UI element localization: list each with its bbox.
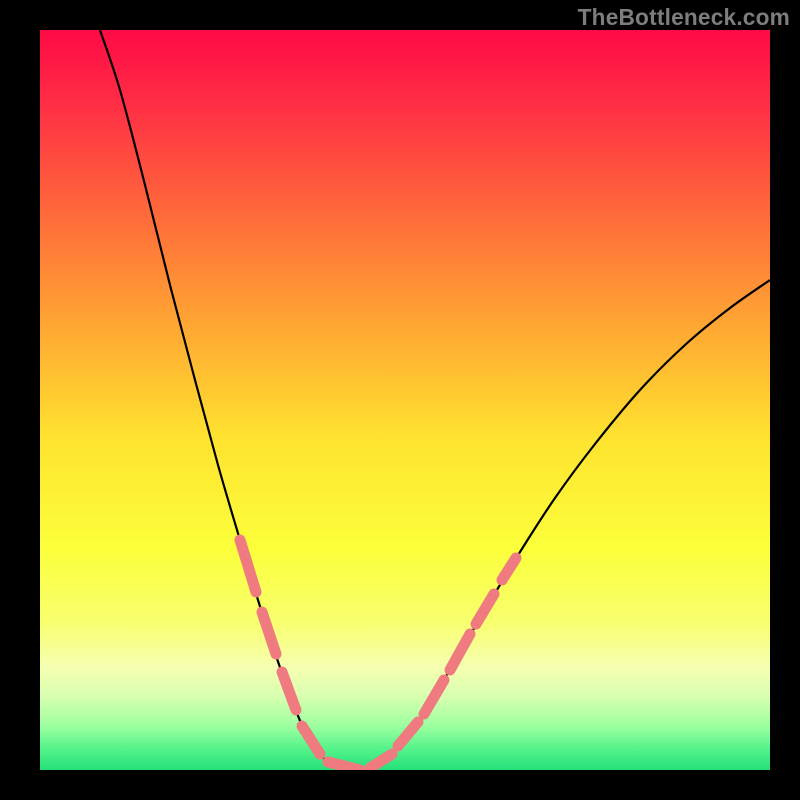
- frame-border: [770, 0, 800, 800]
- frame-border: [0, 770, 800, 800]
- chart-svg: [0, 0, 800, 800]
- frame-border: [0, 0, 40, 800]
- gradient-background: [40, 30, 770, 770]
- highlight-segment: [328, 762, 360, 770]
- watermark-text: TheBottleneck.com: [578, 4, 790, 31]
